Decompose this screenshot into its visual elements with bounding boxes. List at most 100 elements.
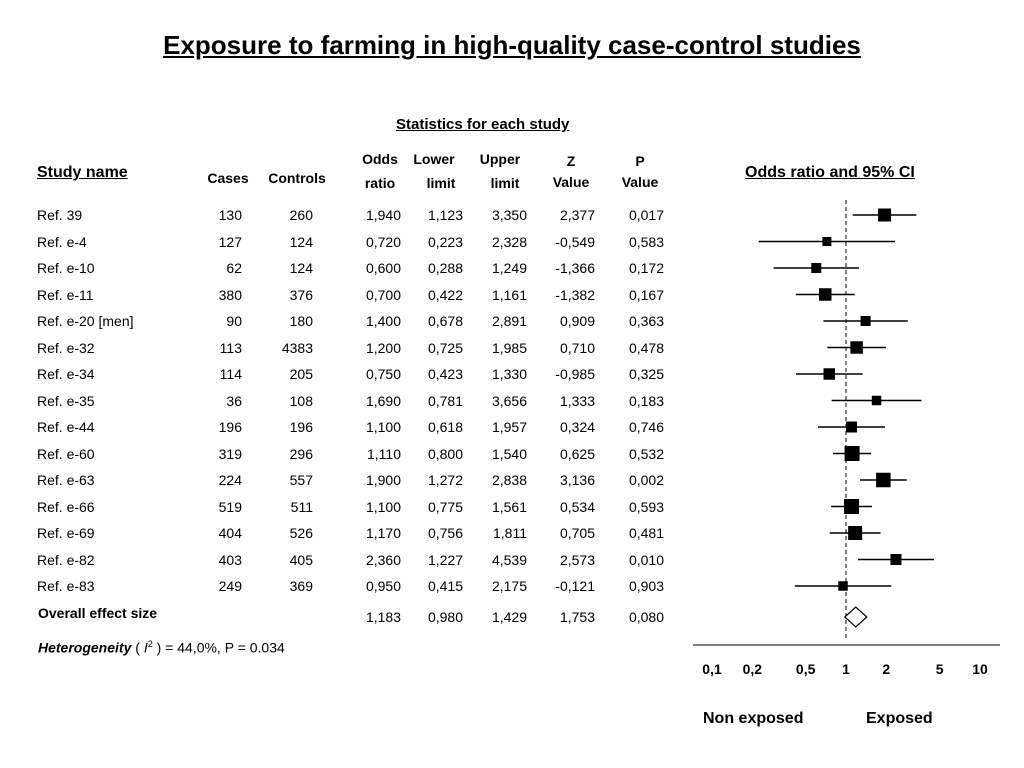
effect-marker — [811, 263, 822, 273]
overall-or: 1,183 — [365, 609, 401, 625]
overall-lower: 0,980 — [427, 609, 463, 625]
heterogeneity-open: ( — [131, 639, 144, 656]
cell-controls: 108 — [289, 392, 313, 409]
cell-cases: 62 — [226, 260, 242, 276]
cell-study-name: Ref. e-44 — [37, 419, 95, 435]
overall-upper: 1,429 — [491, 609, 527, 625]
cell-p-value: 0,478 — [628, 339, 664, 356]
cell-z-value: -0,121 — [555, 578, 595, 594]
x-tick-label: 0,5 — [795, 661, 816, 677]
cell-z-value: 0,909 — [559, 313, 595, 329]
effect-marker — [871, 395, 882, 406]
cell-upper-limit: 3,656 — [491, 392, 527, 409]
cell-z-value: 0,534 — [559, 498, 595, 515]
heterogeneity-label: Heterogeneity — [38, 639, 132, 656]
cell-upper-limit: 1,249 — [491, 260, 527, 276]
axis-label-exposed: Exposed — [866, 710, 933, 727]
effect-marker — [876, 472, 891, 488]
cell-upper-limit: 1,330 — [491, 366, 527, 382]
cell-cases: 224 — [218, 472, 242, 488]
cell-cases: 319 — [218, 445, 242, 462]
cell-z-value: 3,136 — [559, 472, 595, 488]
cell-lower-limit: 0,415 — [427, 578, 463, 594]
cell-controls: 511 — [290, 498, 313, 515]
heterogeneity-i: I — [143, 639, 148, 656]
header-lower-line2: limit — [426, 175, 456, 191]
header-p-line1: P — [635, 153, 645, 169]
overall-z: 1,753 — [559, 609, 595, 625]
cell-z-value: -1,382 — [555, 286, 595, 303]
cell-odds-ratio: 1,940 — [365, 207, 401, 223]
header-p-line2: Value — [621, 174, 659, 190]
cell-odds-ratio: 1,900 — [365, 472, 401, 488]
cell-cases: 403 — [218, 551, 242, 568]
effect-marker — [846, 421, 858, 433]
cell-lower-limit: 1,123 — [427, 207, 463, 223]
cell-study-name: Ref. e-10 — [37, 260, 95, 276]
cell-upper-limit: 1,561 — [491, 498, 527, 515]
cell-odds-ratio: 0,720 — [365, 233, 401, 250]
stats-header: Statistics for each study — [396, 116, 570, 133]
cell-study-name: Ref. e-60 — [37, 445, 95, 462]
cell-p-value: 0,017 — [628, 207, 664, 223]
cell-z-value: 2,377 — [559, 207, 595, 223]
cell-odds-ratio: 1,200 — [365, 339, 401, 356]
cell-lower-limit: 0,725 — [427, 339, 463, 356]
cell-p-value: 0,903 — [628, 578, 664, 594]
cell-controls: 124 — [289, 233, 313, 250]
cell-study-name: Ref. e-34 — [37, 366, 95, 382]
cell-lower-limit: 0,756 — [427, 525, 463, 541]
cell-upper-limit: 2,328 — [491, 233, 527, 250]
x-tick-label: 10 — [972, 661, 988, 677]
cell-z-value: 2,573 — [559, 551, 595, 568]
cell-lower-limit: 1,227 — [427, 551, 463, 568]
cell-odds-ratio: 2,360 — [365, 551, 401, 568]
heterogeneity-text: Heterogeneity ( I2 ) = 44,0%, P = 0.034 — [38, 636, 285, 656]
cell-cases: 90 — [226, 313, 242, 329]
cell-cases: 519 — [218, 498, 242, 515]
header-z-line1: Z — [566, 153, 576, 169]
header-upper-line2: limit — [490, 175, 520, 191]
cell-z-value: -0,549 — [555, 233, 595, 250]
overall-p: 0,080 — [628, 609, 664, 625]
cell-z-value: -0,985 — [555, 366, 595, 382]
cell-cases: 130 — [218, 207, 242, 223]
effect-marker — [823, 368, 836, 380]
cell-odds-ratio: 1,690 — [365, 392, 401, 409]
cell-study-name: Ref. 39 — [37, 207, 83, 223]
cell-p-value: 0,172 — [628, 260, 664, 276]
cell-controls: 196 — [289, 419, 313, 435]
effect-marker — [890, 554, 902, 565]
cell-p-value: 0,593 — [628, 498, 664, 515]
cell-odds-ratio: 0,600 — [365, 260, 401, 276]
effect-marker — [838, 581, 848, 591]
cell-upper-limit: 3,350 — [491, 207, 527, 223]
header-controls: Controls — [268, 170, 326, 186]
effect-marker — [818, 288, 832, 301]
cell-controls: 557 — [289, 472, 313, 488]
x-tick-label: 0,1 — [702, 661, 722, 677]
cell-lower-limit: 0,781 — [427, 392, 463, 409]
cell-controls: 260 — [289, 207, 313, 223]
cell-lower-limit: 1,272 — [427, 472, 463, 488]
cell-upper-limit: 2,891 — [491, 313, 527, 329]
heterogeneity-rest: ) = 44,0%, P = 0.034 — [152, 639, 285, 656]
effect-marker — [844, 446, 860, 461]
effect-marker — [850, 341, 863, 354]
cell-controls: 205 — [289, 366, 313, 382]
cell-controls: 124 — [289, 260, 313, 276]
cell-cases: 113 — [219, 339, 242, 356]
cell-odds-ratio: 1,400 — [365, 313, 401, 329]
cell-p-value: 0,532 — [628, 445, 664, 462]
cell-z-value: 0,705 — [559, 525, 595, 541]
cell-cases: 36 — [226, 392, 242, 409]
cell-study-name: Ref. e-82 — [37, 551, 95, 568]
overall-diamond — [843, 606, 868, 628]
cell-lower-limit: 0,800 — [427, 445, 463, 462]
cell-study-name: Ref. e-11 — [37, 286, 94, 303]
header-study-name: Study name — [37, 164, 128, 181]
cell-upper-limit: 1,540 — [491, 445, 527, 462]
effect-marker — [848, 526, 863, 540]
header-or-line2: ratio — [364, 175, 396, 191]
